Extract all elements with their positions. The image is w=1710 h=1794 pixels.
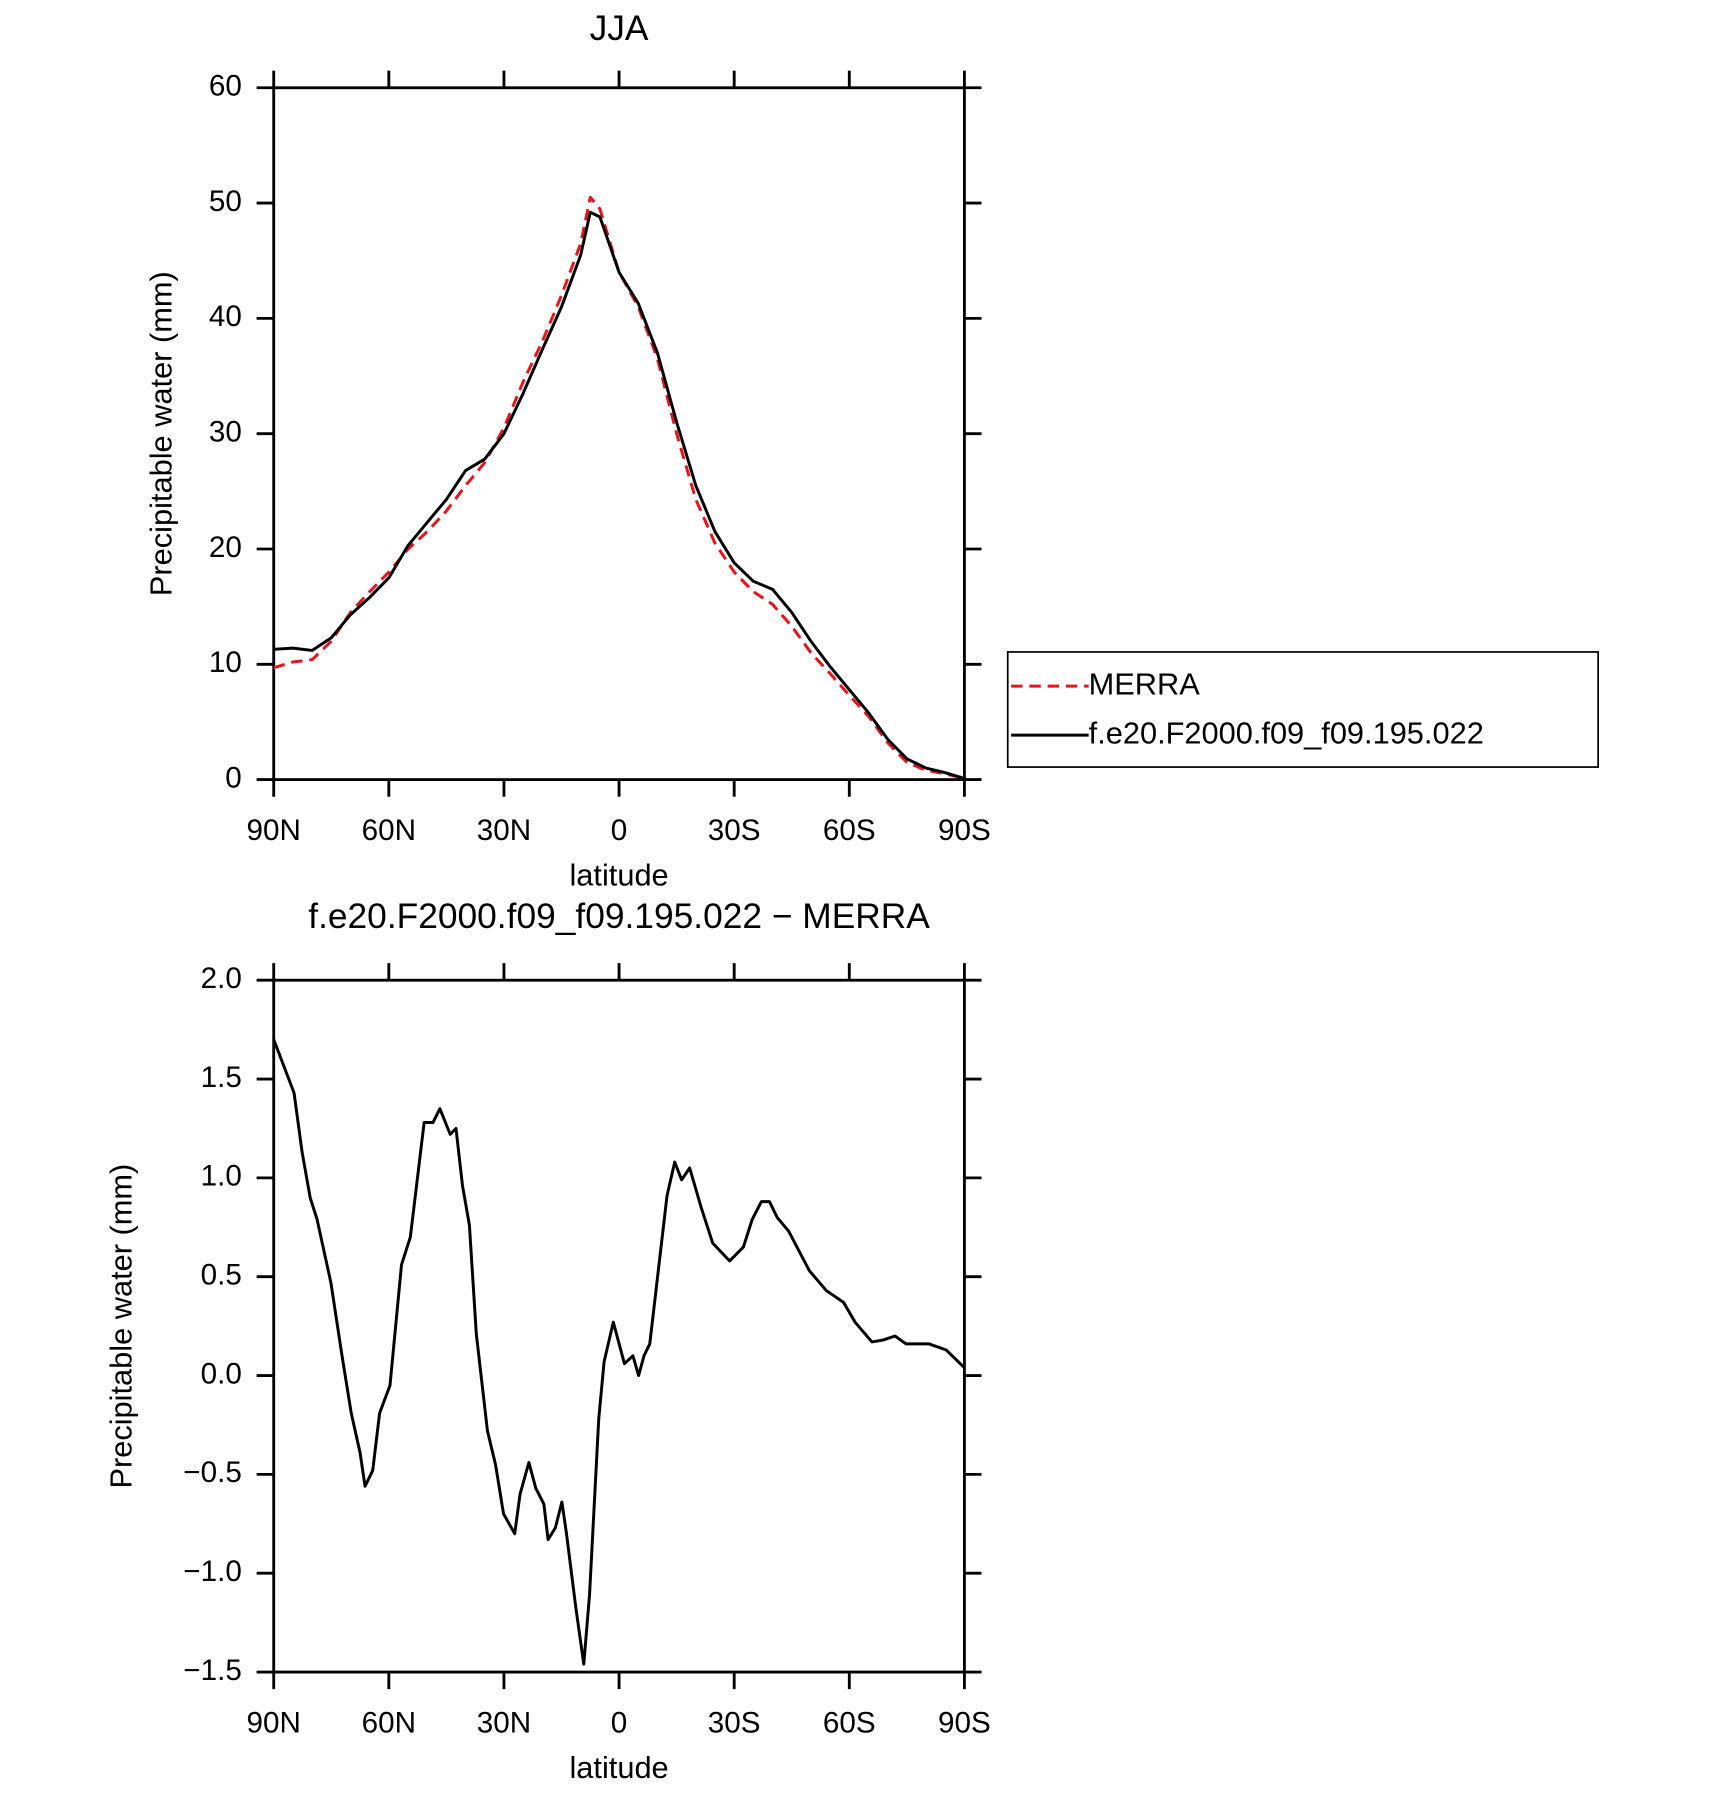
x-tick-label: 30S (708, 1706, 761, 1739)
y-axis-label: Precipitable water (mm) (103, 1164, 138, 1489)
y-tick-label: −1.5 (183, 1654, 241, 1687)
chart-title: JJA (590, 9, 649, 48)
x-tick-label: 60N (362, 1706, 416, 1739)
y-tick-label: 1.5 (201, 1061, 242, 1094)
y-tick-label: 20 (209, 531, 242, 564)
y-tick-label: 0.0 (201, 1357, 242, 1390)
x-tick-label: 60N (362, 814, 416, 847)
x-tick-label: 90N (247, 814, 301, 847)
legend-box (1006, 651, 1599, 768)
chart-title: f.e20.F2000.f09_f09.195.022 − MERRA (308, 897, 930, 936)
x-tick-label: 30S (708, 814, 761, 847)
y-tick-label: −0.5 (183, 1456, 241, 1489)
x-tick-label: 90N (247, 1706, 301, 1739)
x-tick-label: 0 (611, 814, 627, 847)
x-tick-label: 60S (823, 814, 876, 847)
plot-frame (272, 86, 966, 782)
y-tick-label: 2.0 (201, 962, 242, 995)
x-tick-label: 90S (938, 1706, 991, 1739)
x-axis-label: latitude (569, 1750, 668, 1785)
y-tick-label: 10 (209, 646, 242, 679)
y-tick-label: 30 (209, 416, 242, 449)
y-tick-label: 0 (225, 761, 241, 794)
x-axis-label: latitude (569, 858, 668, 893)
y-tick-label: 1.0 (201, 1160, 242, 1193)
plot-frame (272, 978, 966, 1674)
y-tick-label: 40 (209, 300, 242, 333)
legend-label: MERRA (1089, 666, 1201, 701)
x-tick-label: 60S (823, 1706, 876, 1739)
x-tick-label: 0 (611, 1706, 627, 1739)
y-tick-label: 50 (209, 185, 242, 218)
data-line (273, 210, 965, 780)
x-tick-label: 90S (938, 814, 991, 847)
y-tick-label: 60 (209, 70, 242, 103)
data-line (272, 1038, 966, 1666)
x-tick-label: 30N (477, 1706, 531, 1739)
legend-label: f.e20.F2000.f09_f09.195.022 (1089, 715, 1484, 750)
y-tick-label: −1.0 (183, 1555, 241, 1588)
data-line (273, 195, 965, 780)
y-tick-label: 0.5 (201, 1259, 242, 1292)
y-axis-label: Precipitable water (mm) (143, 271, 178, 596)
x-tick-label: 30N (477, 814, 531, 847)
